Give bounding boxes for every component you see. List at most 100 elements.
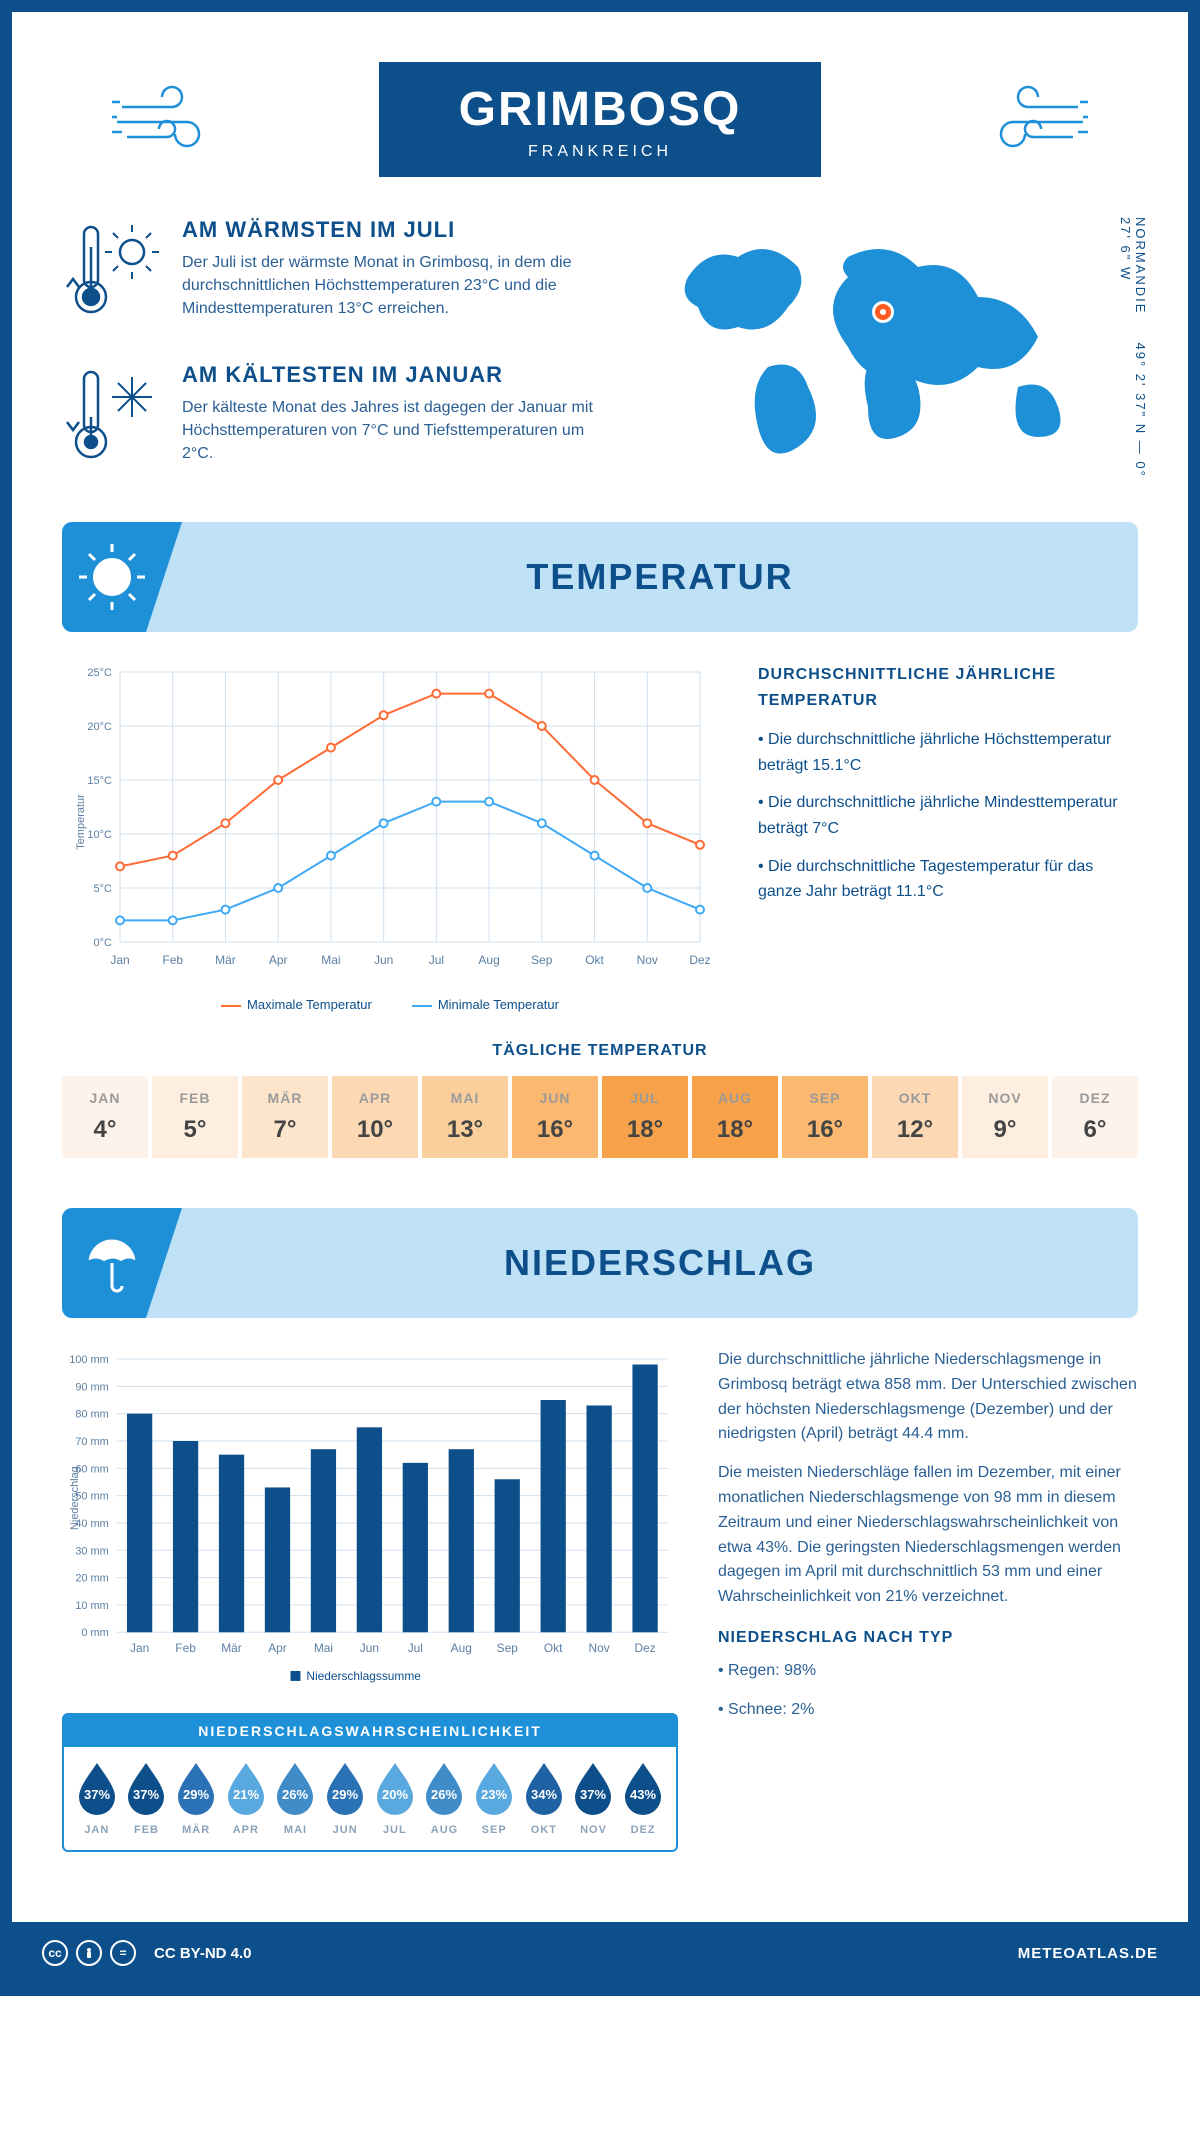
by-icon — [76, 1940, 102, 1966]
temp-text-item: • Die durchschnittliche jährliche Höchst… — [758, 727, 1138, 778]
svg-text:20 mm: 20 mm — [75, 1573, 108, 1585]
legend-min-label: Minimale Temperatur — [438, 997, 559, 1012]
map-region: NORMANDIE — [1133, 217, 1148, 314]
daily-temp-heading: TÄGLICHE TEMPERATUR — [62, 1042, 1138, 1060]
svg-text:25°C: 25°C — [87, 667, 112, 679]
temp-summary-text: DURCHSCHNITTLICHE JÄHRLICHE TEMPERATUR •… — [758, 662, 1138, 1012]
prob-panel-title: NIEDERSCHLAGSWAHRSCHEINLICHKEIT — [64, 1715, 676, 1747]
precip-type-heading: NIEDERSCHLAG NACH TYP — [718, 1626, 1138, 1651]
svg-text:100 mm: 100 mm — [69, 1354, 108, 1366]
svg-text:37%: 37% — [84, 1787, 110, 1802]
svg-text:10°C: 10°C — [87, 829, 112, 841]
cc-icon: cc — [42, 1940, 68, 1966]
svg-text:Mai: Mai — [321, 953, 340, 967]
svg-text:5°C: 5°C — [94, 883, 113, 895]
daily-cell: FEB5° — [152, 1076, 238, 1158]
svg-text:21%: 21% — [233, 1787, 259, 1802]
svg-text:Nov: Nov — [589, 1641, 610, 1655]
svg-text:0 mm: 0 mm — [81, 1627, 108, 1639]
precipitation-bar-chart: 0 mm10 mm20 mm30 mm40 mm50 mm60 mm70 mm8… — [62, 1348, 678, 1688]
prob-cell: 23%SEP — [471, 1761, 517, 1836]
svg-text:29%: 29% — [183, 1787, 209, 1802]
temperature-line-chart: 0°C5°C10°C15°C20°C25°CJanFebMärAprMaiJun… — [62, 662, 718, 982]
precip-summary-text: Die durchschnittliche jährliche Niedersc… — [718, 1348, 1138, 1852]
svg-text:30 mm: 30 mm — [75, 1545, 108, 1557]
svg-text:43%: 43% — [630, 1787, 656, 1802]
daily-cell: JUL18° — [602, 1076, 688, 1158]
svg-text:Jun: Jun — [360, 1641, 379, 1655]
svg-text:Jan: Jan — [110, 953, 129, 967]
section-header-niederschlag: NIEDERSCHLAG — [62, 1208, 1138, 1318]
svg-text:26%: 26% — [282, 1787, 308, 1802]
daily-cell: DEZ6° — [1052, 1076, 1138, 1158]
svg-text:37%: 37% — [580, 1787, 606, 1802]
prob-cell: 20%JUL — [372, 1761, 418, 1836]
svg-text:Mär: Mär — [215, 953, 236, 967]
svg-text:70 mm: 70 mm — [75, 1436, 108, 1448]
svg-text:20%: 20% — [382, 1787, 408, 1802]
daily-cell: JAN4° — [62, 1076, 148, 1158]
daily-cell: OKT12° — [872, 1076, 958, 1158]
svg-text:0°C: 0°C — [94, 937, 113, 949]
prob-cell: 29%JUN — [322, 1761, 368, 1836]
daily-cell: MAI13° — [422, 1076, 508, 1158]
fact-warm-text: Der Juli ist der wärmste Monat in Grimbo… — [182, 251, 618, 321]
prob-cell: 21%APR — [223, 1761, 269, 1836]
svg-text:90 mm: 90 mm — [75, 1381, 108, 1393]
temp-chart-legend: Maximale Temperatur Minimale Temperatur — [62, 997, 718, 1012]
prob-cell: 43%DEZ — [620, 1761, 666, 1836]
svg-text:Jul: Jul — [429, 953, 444, 967]
svg-text:Nov: Nov — [637, 953, 658, 967]
svg-text:Niederschlagssumme: Niederschlagssumme — [306, 1669, 421, 1683]
thermometer-snow-icon — [62, 362, 162, 477]
prob-cell: 37%NOV — [571, 1761, 617, 1836]
fact-cold-text: Der kälteste Monat des Jahres ist dagege… — [182, 396, 618, 466]
svg-text:Feb: Feb — [175, 1641, 196, 1655]
footer-site: METEOATLAS.DE — [1018, 1945, 1158, 1962]
svg-text:Aug: Aug — [478, 953, 499, 967]
fact-warm-title: AM WÄRMSTEN IM JULI — [182, 217, 618, 243]
wind-icon — [112, 82, 232, 167]
footer-license: CC BY-ND 4.0 — [154, 1945, 252, 1962]
svg-text:29%: 29% — [332, 1787, 358, 1802]
prob-cell: 37%JAN — [74, 1761, 120, 1836]
svg-text:26%: 26% — [431, 1787, 457, 1802]
svg-text:Sep: Sep — [497, 1641, 519, 1655]
svg-text:80 mm: 80 mm — [75, 1409, 108, 1421]
fact-warmest: AM WÄRMSTEN IM JULI Der Juli ist der wär… — [62, 217, 618, 332]
title-banner: GRIMBOSQ FRANKREICH — [379, 62, 822, 177]
daily-cell: AUG18° — [692, 1076, 778, 1158]
fact-coldest: AM KÄLTESTEN IM JANUAR Der kälteste Mona… — [62, 362, 618, 477]
daily-cell: MÄR7° — [242, 1076, 328, 1158]
precip-section-title: NIEDERSCHLAG — [504, 1242, 816, 1284]
svg-text:Okt: Okt — [544, 1641, 563, 1655]
thermometer-sun-icon — [62, 217, 162, 332]
precip-type-item: • Schnee: 2% — [718, 1698, 1138, 1723]
temp-text-heading: DURCHSCHNITTLICHE JÄHRLICHE TEMPERATUR — [758, 662, 1138, 713]
precip-text-p2: Die meisten Niederschläge fallen im Deze… — [718, 1461, 1138, 1610]
daily-cell: APR10° — [332, 1076, 418, 1158]
svg-text:Temperatur: Temperatur — [75, 794, 87, 850]
svg-text:15°C: 15°C — [87, 775, 112, 787]
svg-text:Apr: Apr — [269, 953, 288, 967]
svg-text:Jan: Jan — [130, 1641, 149, 1655]
legend-max-label: Maximale Temperatur — [247, 997, 372, 1012]
svg-text:Feb: Feb — [162, 953, 183, 967]
wind-icon — [968, 82, 1088, 167]
temp-text-item: • Die durchschnittliche jährliche Mindes… — [758, 790, 1138, 841]
section-header-temperatur: TEMPERATUR — [62, 522, 1138, 632]
daily-cell: NOV9° — [962, 1076, 1048, 1158]
precipitation-probability-panel: NIEDERSCHLAGSWAHRSCHEINLICHKEIT 37%JAN37… — [62, 1713, 678, 1852]
svg-text:Sep: Sep — [531, 953, 553, 967]
fact-cold-title: AM KÄLTESTEN IM JANUAR — [182, 362, 618, 388]
svg-text:Apr: Apr — [268, 1641, 287, 1655]
svg-text:23%: 23% — [481, 1787, 507, 1802]
prob-cell: 29%MÄR — [173, 1761, 219, 1836]
daily-cell: JUN16° — [512, 1076, 598, 1158]
svg-text:Mär: Mär — [221, 1641, 242, 1655]
svg-text:10 mm: 10 mm — [75, 1600, 108, 1612]
umbrella-icon — [62, 1208, 182, 1318]
nd-icon: = — [110, 1940, 136, 1966]
world-map: NORMANDIE 49° 2' 37" N — 0° 27' 6" W — [658, 217, 1138, 482]
prob-cell: 26%MAI — [273, 1761, 319, 1836]
